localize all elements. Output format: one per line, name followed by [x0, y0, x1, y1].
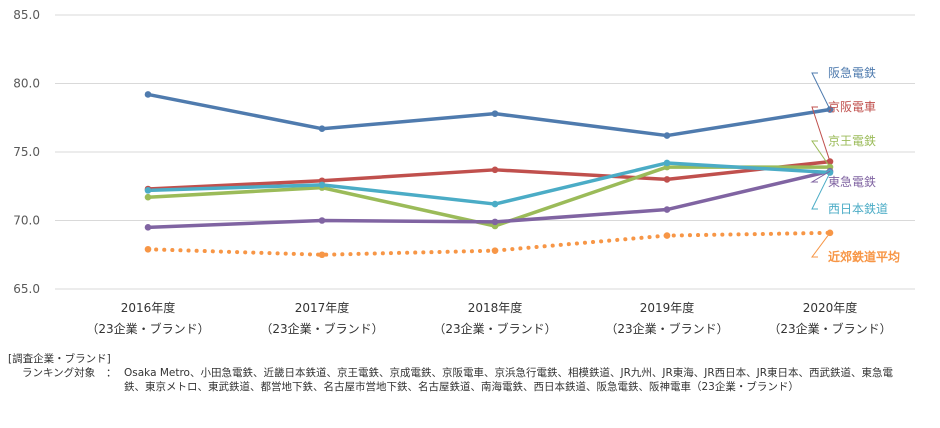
data-point [491, 247, 499, 254]
label-leader-line [811, 106, 831, 162]
data-point [318, 181, 326, 189]
y-tick-label: 65.0 [13, 282, 40, 296]
data-point [144, 245, 152, 253]
y-tick-label: 70.0 [13, 214, 40, 228]
data-point [144, 193, 152, 201]
gridlines [55, 14, 915, 290]
label-leader-line [811, 232, 831, 258]
data-point [491, 200, 499, 208]
series-line [146, 230, 832, 257]
data-point [663, 159, 671, 167]
label-leader-line [811, 72, 831, 110]
x-axis-categories: 2016年度 （23企業・ブランド） 2017年度 （23企業・ブランド） 2018年度… [86, 300, 891, 336]
y-tick-label: 75.0 [13, 145, 40, 159]
series-label: 近郊鉄道平均 [828, 249, 900, 264]
series-label: 阪急電鉄 [828, 65, 876, 80]
data-point [491, 218, 499, 226]
survey-notes: [調査企業・ブランド] ランキング対象 ： Osaka Metro、小田急電鉄、… [8, 352, 914, 394]
x-category-sub: （23企業・ブランド） [605, 321, 728, 336]
series-line [147, 169, 831, 230]
y-tick-label: 80.0 [13, 77, 40, 91]
data-point [318, 251, 326, 259]
series-label: 京阪電車 [828, 100, 876, 114]
x-category-year: 2016年度 [121, 300, 176, 315]
x-category-sub: （23企業・ブランド） [768, 321, 891, 336]
data-point [663, 232, 671, 239]
x-category-sub: （23企業・ブランド） [86, 321, 209, 336]
data-point [663, 176, 671, 183]
notes-label: ランキング対象 [22, 367, 96, 379]
label-leader-line [811, 172, 831, 210]
series-label: 西日本鉄道 [828, 201, 888, 216]
series-label: 東急電鉄 [828, 174, 876, 189]
data-point [318, 217, 326, 224]
x-category-year: 2017年度 [295, 300, 350, 315]
x-category-year: 2020年度 [803, 300, 858, 315]
label-leader-line [811, 140, 831, 168]
x-category-sub: （23企業・ブランド） [260, 321, 383, 336]
label-leader-line [810, 170, 831, 183]
data-point [144, 91, 152, 98]
data-point [491, 110, 499, 117]
x-category-sub: （23企業・ブランド） [433, 321, 556, 336]
data-point [663, 206, 671, 213]
x-category-year: 2019年度 [640, 300, 695, 315]
notes-colon: ： [106, 367, 117, 379]
data-point [144, 224, 152, 231]
x-category-year: 2018年度 [468, 300, 523, 315]
data-point [491, 166, 499, 174]
line-chart: 65.070.075.080.085.0 2016年度（23企業・ブランド）20… [13, 8, 915, 336]
notes-heading: [調査企業・ブランド] [8, 353, 111, 365]
data-point [663, 132, 671, 139]
series-label: 京王電鉄 [828, 133, 876, 148]
series-line [147, 92, 831, 138]
y-tick-label: 85.0 [13, 8, 40, 22]
data-point [318, 125, 326, 133]
data-point [144, 187, 152, 194]
series-markers [144, 91, 834, 259]
series-lines [146, 92, 832, 257]
y-axis-ticks: 65.0 70.0 75.0 80.0 85.0 [13, 8, 40, 296]
notes-company-list: Osaka Metro、小田急電鉄、近畿日本鉄道、京王電鉄、京成電鉄、京阪電車、… [124, 367, 894, 393]
